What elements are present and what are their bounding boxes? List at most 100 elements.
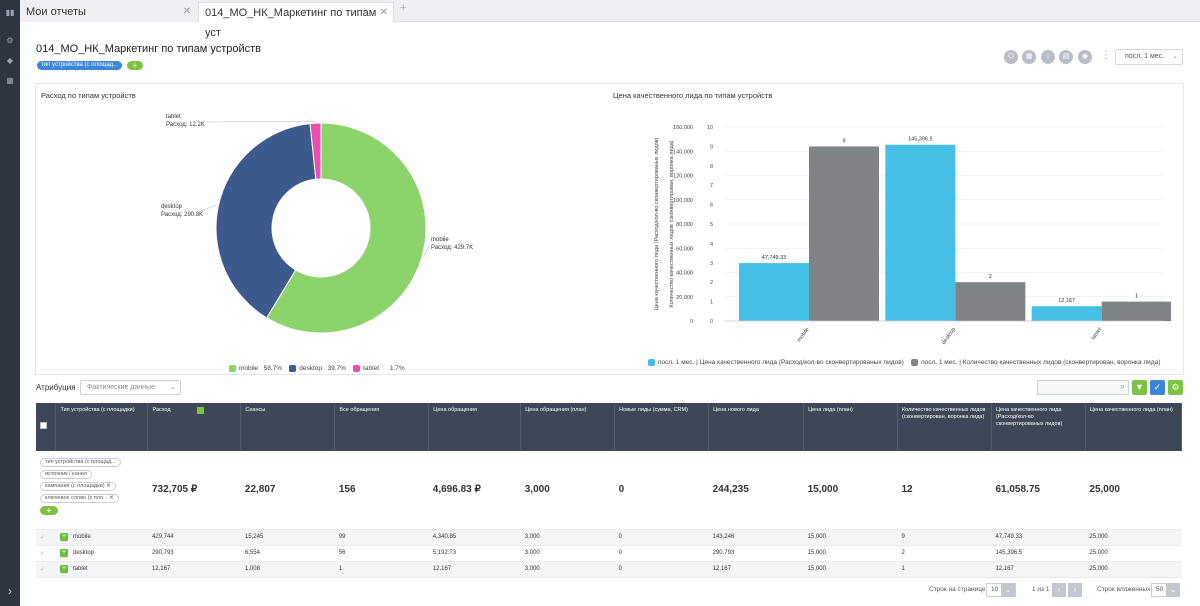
pie-leader-line [198, 204, 217, 213]
table-cell: 0 [614, 529, 709, 546]
expand-row-button[interactable]: + [59, 565, 68, 573]
legend-swatch [648, 359, 655, 366]
period-select[interactable]: посл. 1 мес. ⌄ [1115, 49, 1183, 65]
remove-icon[interactable]: ✕ [106, 483, 111, 489]
tab-report[interactable]: 014_МО_НК_Маркетинг по типам уст ✕ [198, 2, 394, 39]
data-label: 145,396.5 [908, 137, 932, 143]
group-chip[interactable]: тип устройства (с площад... [40, 458, 121, 467]
check-button[interactable]: ✓ [1150, 380, 1165, 395]
pie-label-name: desktop [161, 204, 183, 210]
column-header[interactable]: Цена качественного лида (Расход/кол-во с… [991, 403, 1086, 451]
data-label: 1 [1135, 294, 1138, 300]
close-icon[interactable]: ✕ [182, 6, 191, 17]
attribution-select[interactable]: Фактические данные ⌄ [80, 380, 181, 395]
power-icon[interactable]: ⏻ [1004, 50, 1018, 64]
group-chip[interactable]: кампания (с площадки) ✕ [40, 482, 116, 491]
y-tick-label: 60,000 [676, 246, 693, 252]
expand-row-button[interactable]: + [59, 549, 68, 557]
legend-item-series1[interactable]: посл. 1 мес. | Цена качественного лида (… [648, 359, 904, 366]
total-cell: 25,000 [1085, 451, 1182, 530]
settings-button[interactable]: ⚙ [1168, 380, 1183, 395]
column-header[interactable]: Цена лида (план) [803, 403, 898, 451]
check-icon[interactable]: ✓ [40, 534, 46, 541]
stats-icon[interactable]: ▮▮ [5, 8, 15, 17]
table-cell: 0 [614, 545, 709, 562]
select-all-checkbox[interactable] [40, 422, 47, 429]
column-header[interactable]: Новые лиды (сумма, CRM) [614, 403, 710, 451]
table-row[interactable]: ✓ + mobile 429,744 15,245 99 4,340.85 3,0… [36, 529, 1182, 546]
table-cell: 15,000 [803, 529, 898, 546]
table-cell: 47,749.33 [991, 529, 1086, 546]
table-cell: 3,000 [520, 529, 615, 546]
y-axis-label: Цена качественного лида (Расход/кол-во с… [654, 137, 660, 310]
calendar-icon[interactable]: ▤ [1059, 50, 1073, 64]
group-chip[interactable]: ключевое слово (с пло... ✕ [40, 494, 119, 503]
prev-page-button[interactable]: ‹ [1052, 583, 1066, 597]
add-tab-button[interactable]: + [400, 2, 407, 14]
x-tick-label: mobile [796, 327, 810, 344]
legend-label: mobile [239, 365, 259, 373]
bar-tablet-count [1101, 301, 1171, 321]
chevron-down-icon[interactable]: ⌄ [1166, 583, 1180, 597]
legend-item-desktop[interactable]: desktop 39.7% [289, 365, 346, 372]
y-tick-label: 120,000 [673, 174, 693, 180]
eye-icon[interactable]: ◉ [1078, 50, 1092, 64]
rows-per-page-value: 10 [991, 586, 999, 593]
sort-icon[interactable] [197, 407, 205, 414]
add-group-button[interactable]: + [40, 506, 58, 515]
column-header[interactable]: Все обращения [334, 403, 430, 451]
settings-icon[interactable]: ⚙ [6, 36, 14, 45]
data-label: 2 [989, 274, 992, 280]
y2-axis-label: Количество качественных лидов (сконверти… [669, 140, 675, 307]
filter-button[interactable]: ▼ [1132, 380, 1147, 395]
tab-bar: Мои отчеты ✕ 014_МО_НК_Маркетинг по типам… [20, 0, 1200, 39]
column-header[interactable]: Цена обращения (план) [520, 403, 616, 451]
expand-row-button[interactable]: + [59, 533, 68, 541]
column-header[interactable]: Цена нового лида [708, 403, 805, 451]
pie-slice-tablet [309, 122, 322, 180]
grid-icon[interactable]: ▦ [1022, 50, 1036, 64]
puzzle-icon[interactable]: ◆ [6, 56, 14, 65]
chevron-down-icon[interactable]: ⌄ [1001, 583, 1015, 597]
y-tick-label: 80,000 [676, 222, 693, 228]
table-search-input[interactable]: ⌕ [1037, 380, 1129, 395]
pie-label-name: mobile [431, 237, 449, 243]
legend-swatch [229, 365, 236, 372]
legend-item-mobile[interactable]: mobile 58.7% [229, 365, 282, 372]
grid-menu-icon[interactable]: ▦ [6, 76, 14, 85]
legend-label: desktop [299, 365, 323, 373]
table-row[interactable]: ✓ + tablet 12,167 1,008 1 12,167 3,000 0 … [36, 561, 1182, 578]
close-icon[interactable]: ✕ [379, 7, 388, 18]
check-icon[interactable]: ✓ [40, 566, 46, 573]
search-icon[interactable]: ⌕ [1119, 381, 1125, 391]
grouping-chip[interactable]: тип устройства (с площад... [37, 61, 123, 70]
expand-icon[interactable]: › [8, 584, 12, 598]
group-chip[interactable]: источник / канал [40, 470, 93, 479]
column-header[interactable]: Сеансы [240, 403, 336, 451]
more-menu-icon[interactable]: ⋮ [1101, 50, 1111, 61]
table-cell: 2 [897, 545, 992, 562]
column-header-label: Расход [152, 407, 171, 413]
check-icon[interactable]: ✓ [40, 550, 46, 557]
table-row[interactable]: ✓ + desktop 290,793 6,554 56 5,192.73 3,0… [36, 545, 1182, 562]
legend-item-tablet[interactable]: tablet 1.7% [353, 365, 405, 372]
column-header[interactable]: Цена обращения [428, 403, 522, 451]
column-header[interactable]: Расход [147, 403, 242, 451]
pie-label-value: Расход: 429.7K [431, 245, 473, 251]
download-icon[interactable]: ↓ [1041, 50, 1055, 64]
left-rail: ▮▮ ⚙ ◆ ▦ › [0, 0, 20, 606]
column-header[interactable]: Цена качественного лида (план) [1085, 403, 1183, 451]
legend-item-series2[interactable]: посл. 1 мес. | Количество качественных л… [911, 359, 1160, 366]
y2-tick-label: 1 [710, 300, 713, 306]
nested-rows-value: 50 [1156, 586, 1164, 593]
add-grouping-button[interactable]: + [127, 61, 143, 70]
tab-my-reports[interactable]: Мои отчеты ✕ [20, 2, 196, 22]
bar-chart-title: Цена качественного лида по типам устройс… [613, 91, 773, 100]
next-page-button[interactable]: › [1068, 583, 1082, 597]
bar-legend: посл. 1 мес. | Цена качественного лида (… [648, 359, 1160, 366]
column-header[interactable]: Количество качественных лидов (сконверти… [897, 403, 992, 451]
y2-tick-label: 8 [710, 164, 713, 170]
remove-icon[interactable]: ✕ [109, 495, 114, 501]
column-header[interactable]: Тип устройства (с площадки) [55, 403, 149, 451]
data-label: 12,167 [1058, 298, 1075, 304]
